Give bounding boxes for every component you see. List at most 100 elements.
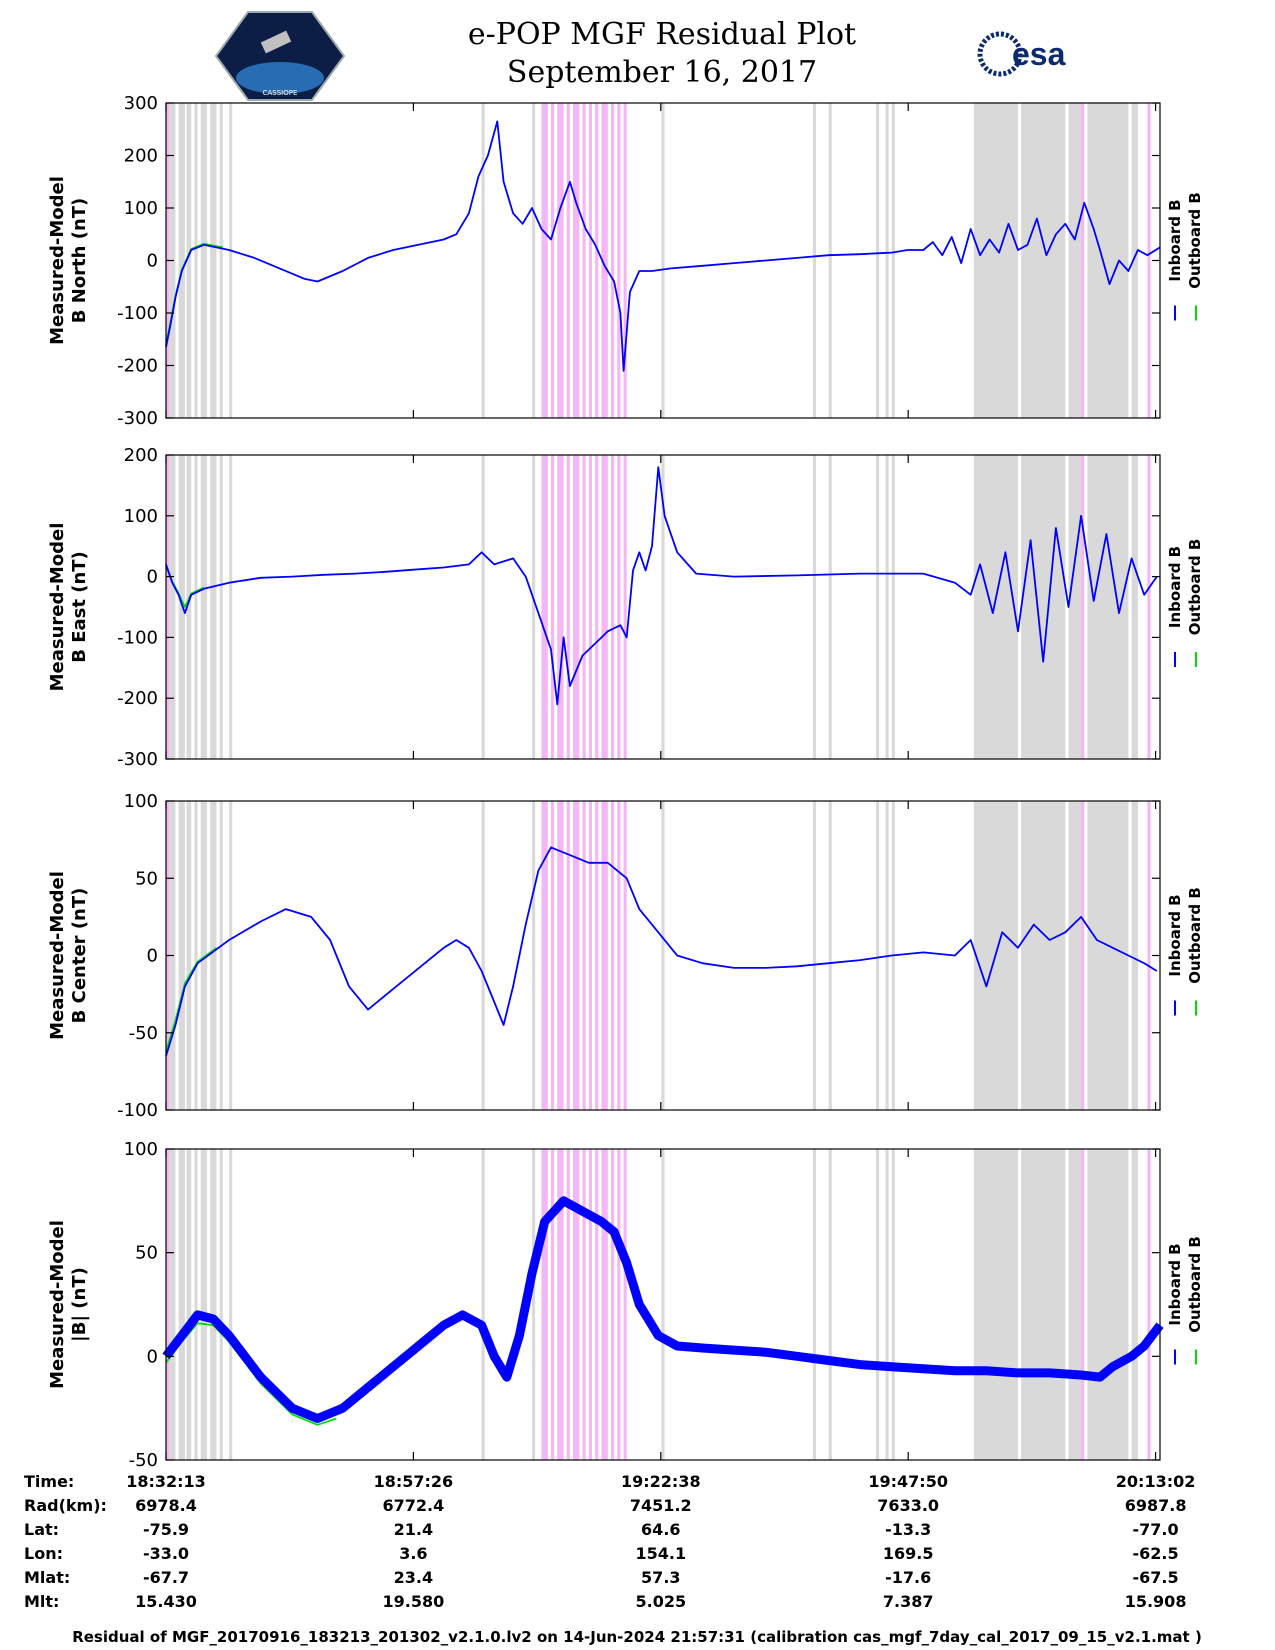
pink-band [573, 1149, 580, 1460]
gray-band [876, 1149, 880, 1460]
pink-band [541, 801, 548, 1110]
ephem-cell: -13.3 [885, 1520, 931, 1539]
gray-band [891, 1149, 895, 1460]
y-tick-label: 100 [124, 506, 158, 527]
title-line-1: e-POP MGF Residual Plot [468, 17, 856, 52]
pink-band [595, 455, 599, 759]
gray-band [178, 801, 185, 1110]
pink-band [610, 455, 615, 759]
pink-band [566, 801, 570, 1110]
gray-band [1021, 103, 1066, 418]
gray-band [876, 801, 880, 1110]
y-axis-label-line2: |B| (nT) [69, 1267, 90, 1342]
pink-band [617, 103, 621, 418]
pink-band [566, 455, 570, 759]
legend: Inboard B Outboard B [1166, 1236, 1204, 1365]
ephem-label-rad: Rad(km): [24, 1496, 107, 1515]
title-line-2: September 16, 2017 [507, 55, 817, 90]
gray-band [1068, 801, 1082, 1110]
pink-band [617, 1149, 621, 1460]
pink-band [610, 103, 615, 418]
ephem-cell: 21.4 [394, 1520, 433, 1539]
pink-band [557, 801, 564, 1110]
gray-band [194, 801, 198, 1110]
gray-band [1131, 1149, 1138, 1460]
pink-band [588, 1149, 592, 1460]
pink-band [595, 801, 599, 1110]
gray-band [169, 455, 176, 759]
pink-band [541, 103, 548, 418]
series-inboard-line [165, 466, 1158, 706]
pink-band [1081, 801, 1085, 1110]
y-tick-label: 0 [147, 1346, 158, 1367]
gray-band [885, 1149, 889, 1460]
gray-band [194, 103, 198, 418]
gray-band [532, 1149, 536, 1460]
gray-band [891, 455, 895, 759]
y-tick-label: -200 [117, 688, 158, 709]
gray-band [481, 455, 485, 759]
legend-outboard-label: Outboard B [1186, 539, 1204, 636]
y-axis-label-line1: Measured-Model [47, 1220, 68, 1389]
pink-band [557, 103, 564, 418]
panel-2: -300 -200 -100 0 100 200 Measured-Model B East … [47, 445, 1204, 770]
gray-band [229, 1149, 233, 1460]
y-axis-label-line2: B North (nT) [69, 198, 90, 324]
gray-band [532, 455, 536, 759]
gray-band [200, 455, 208, 759]
gray-band [1068, 455, 1082, 759]
legend: Inboard B Outboard B [1166, 539, 1204, 667]
gray-band [1068, 103, 1082, 418]
logo-esa: esa [977, 31, 1066, 77]
pink-band [610, 801, 615, 1110]
ephem-cell: -33.0 [143, 1544, 189, 1563]
ephem-cell: 5.025 [635, 1592, 686, 1611]
ephem-cell: 18:32:13 [126, 1472, 206, 1491]
y-tick-label: 200 [124, 146, 158, 167]
gray-band [229, 103, 233, 418]
pink-band [566, 1149, 570, 1460]
gray-band [661, 103, 665, 418]
gray-band [186, 455, 192, 759]
gray-band [973, 1149, 1018, 1460]
ephem-cell: 3.6 [399, 1544, 427, 1563]
gray-band [1068, 1149, 1082, 1460]
gray-band [812, 103, 817, 418]
ephem-cell: -17.6 [885, 1568, 931, 1587]
pink-band [573, 103, 580, 418]
gray-band [661, 455, 665, 759]
gray-band [219, 1149, 223, 1460]
legend-inboard-label: Inboard B [1166, 1243, 1184, 1325]
pink-band [550, 455, 555, 759]
pink-band [617, 455, 621, 759]
pink-band [588, 801, 592, 1110]
pink-band [595, 103, 599, 418]
y-tick-label: 300 [124, 93, 158, 114]
panel-1: -300 -200 -100 0 100 200 300 Measured-Model B No… [47, 93, 1204, 429]
pink-band [1081, 455, 1085, 759]
pink-band [166, 1149, 170, 1460]
pink-band [566, 103, 570, 418]
pink-band [623, 801, 627, 1110]
pink-band [623, 1149, 627, 1460]
legend-inboard-label: Inboard B [1166, 894, 1184, 976]
y-tick-label: 100 [124, 1139, 158, 1160]
gray-band [194, 1149, 198, 1460]
gray-band [876, 455, 880, 759]
gray-band [1021, 801, 1066, 1110]
ephem-cell: 7451.2 [630, 1496, 692, 1515]
gray-band [178, 103, 185, 418]
gray-band [661, 1149, 665, 1460]
ephem-label-mlt: Mlt: [24, 1592, 59, 1611]
pink-band [582, 1149, 586, 1460]
ephem-cell: 154.1 [635, 1544, 686, 1563]
gray-band [210, 1149, 217, 1460]
footer-caption: Residual of MGF_20170916_183213_201302_v… [72, 1628, 1202, 1646]
gray-band [186, 801, 192, 1110]
ephem-label-time: Time: [24, 1472, 74, 1491]
ephem-cell: -77.0 [1133, 1520, 1179, 1539]
gray-band [1131, 801, 1138, 1110]
y-tick-label: -200 [117, 356, 158, 377]
series-inboard-line [165, 846, 1158, 1057]
legend: Inboard B Outboard B [1166, 192, 1204, 321]
